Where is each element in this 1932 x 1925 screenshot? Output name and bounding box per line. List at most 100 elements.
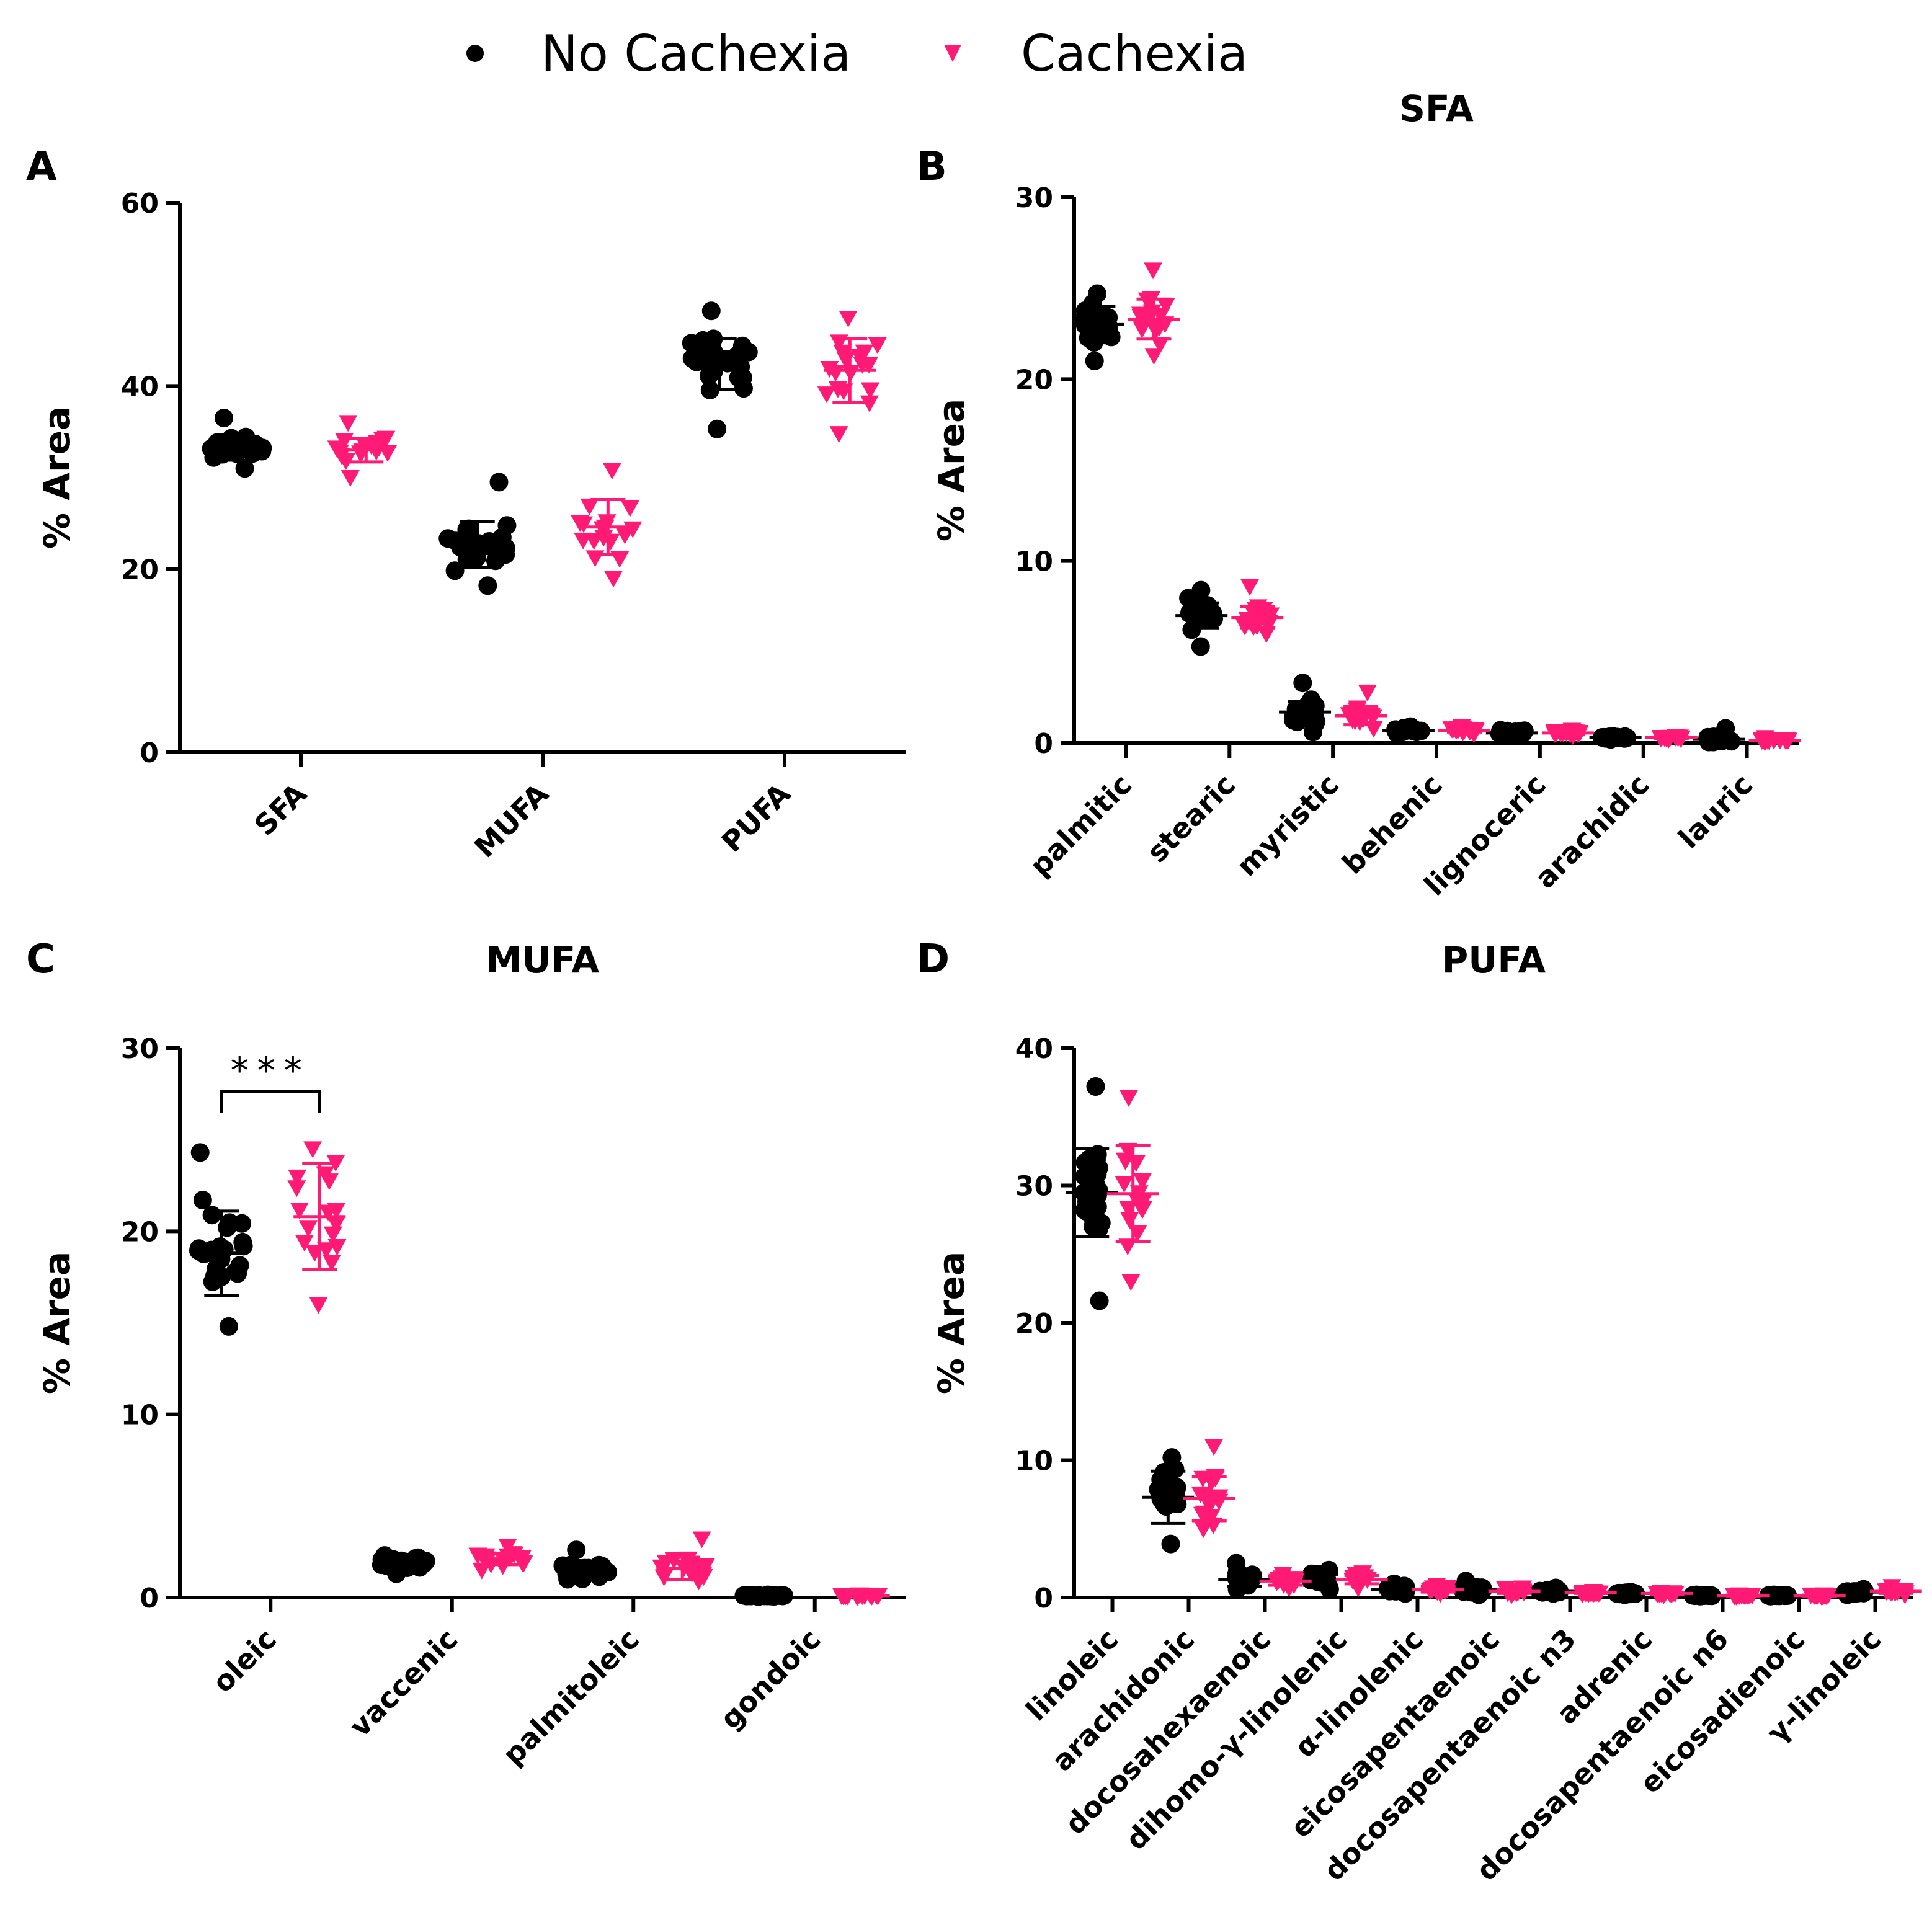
y-tick-label: 30 (121, 1033, 159, 1065)
point-cachexia-sfa (332, 448, 351, 465)
point-cachexia-mufa (615, 527, 634, 545)
point-no-cachexia-mufa (487, 540, 506, 559)
point-no-cachexia-oleic (189, 1239, 208, 1258)
point-cachexia-palmitoleic (654, 1569, 674, 1586)
point-cachexia-arachidonic (1202, 1474, 1221, 1491)
x-tick-label-sfa: SFA (248, 776, 314, 842)
point-cachexia-linoleic (1133, 1173, 1152, 1190)
x-tick-label-palmitoleic: palmitoleic (496, 1622, 646, 1772)
point-no-cachexia-pufa (728, 346, 747, 365)
y-tick-label: 0 (140, 737, 159, 769)
y-axis-label: % Area (930, 1251, 973, 1394)
point-no-cachexia-arachidonic (1160, 1475, 1179, 1495)
point-cachexia-linoleic (1130, 1194, 1149, 1212)
point-cachexia-oleic (288, 1169, 307, 1186)
x-tick-label-lauric: lauric (1672, 768, 1759, 855)
point-cachexia-palmitic (1144, 262, 1163, 280)
x-tick-label-stearic: stearic (1140, 768, 1242, 869)
point-no-cachexia-oleic (193, 1191, 212, 1210)
point-cachexia-pufa (829, 426, 848, 443)
point-cachexia-mufa (571, 515, 590, 532)
x-tick-label-vaccenic: vaccenic (343, 1622, 465, 1744)
point-no-cachexia-pufa (708, 419, 727, 438)
y-tick-label: 30 (1015, 1171, 1053, 1203)
point-cachexia-palmitic (1156, 298, 1175, 315)
point-cachexia-arachidonic (1204, 1439, 1224, 1456)
point-cachexia-oleic (287, 1180, 306, 1198)
y-tick-label: 20 (121, 554, 159, 586)
point-cachexia-oleic (295, 1235, 314, 1252)
point-no-cachexia-linoleic (1086, 1077, 1105, 1096)
y-tick-label: 30 (1015, 182, 1053, 214)
y-tick-label: 10 (1015, 546, 1053, 578)
point-cachexia-oleic (323, 1226, 342, 1243)
point-cachexia-linoleic (1121, 1274, 1141, 1291)
y-tick-label: 10 (1015, 1446, 1053, 1477)
point-cachexia-oleic (309, 1297, 328, 1314)
panel-letter-a: A (26, 144, 57, 190)
panel-letter-d: D (917, 936, 950, 982)
point-cachexia-pufa (839, 311, 858, 328)
point-cachexia-mufa (574, 532, 593, 549)
point-cachexia-linoleic (1115, 1176, 1134, 1193)
legend-marker-no-cachexia (466, 45, 484, 62)
panel-a: 0 20 40 60 % Area SFA MUFA PUFA (36, 188, 906, 864)
point-cachexia-palmitoleic (692, 1531, 711, 1549)
point-cachexia-pufa (855, 344, 874, 362)
significance-bracket (220, 1090, 321, 1113)
legend-marker-cachexia (944, 45, 961, 62)
x-tick-label-pufa: PUFA (715, 776, 797, 858)
point-cachexia-oleic (326, 1216, 345, 1234)
point-no-cachexia-mufa (478, 576, 497, 595)
point-cachexia-mufa (602, 463, 621, 480)
y-tick-label: 40 (1015, 1033, 1053, 1065)
point-no-cachexia-oleic (220, 1213, 239, 1232)
point-no-cachexia-oleic (203, 1272, 222, 1291)
point-cachexia-oleic (319, 1204, 338, 1222)
point-no-cachexia-palmitoleic (567, 1540, 586, 1560)
point-cachexia-sfa (341, 470, 360, 487)
x-tick-label-myristic: myristic (1230, 768, 1345, 883)
y-tick-label: 0 (1034, 1583, 1053, 1614)
point-no-cachexia-linoleic (1079, 1150, 1098, 1169)
y-tick-label: 0 (1034, 728, 1053, 760)
point-no-cachexia-oleic (190, 1143, 210, 1162)
significance-label: *** (231, 1049, 311, 1091)
point-no-cachexia-palmitic (1082, 322, 1101, 341)
point-no-cachexia-arachidonic (1161, 1534, 1180, 1554)
y-axis-label: % Area (36, 406, 78, 549)
point-no-cachexia-oleic (230, 1256, 249, 1275)
panel-c: 0 10 20 30 % Area MUFA oleic vaccenic palmitolei… (36, 939, 906, 1772)
point-no-cachexia-myristic (1293, 674, 1312, 693)
point-cachexia-pufa (817, 386, 836, 404)
point-cachexia-mufa (585, 550, 605, 567)
point-cachexia-oleic (322, 1255, 341, 1272)
point-cachexia-palmitic (1133, 321, 1152, 339)
point-no-cachexia-linoleic (1080, 1204, 1099, 1223)
x-tick-label-palmitic: palmitic (1023, 768, 1139, 883)
point-cachexia-oleic (290, 1203, 309, 1220)
legend: No Cachexia Cachexia (466, 25, 1248, 82)
legend-label-cachexia: Cachexia (1021, 25, 1248, 82)
x-tick-label-oleic: oleic (206, 1622, 283, 1699)
point-no-cachexia-pufa (705, 344, 724, 363)
point-no-cachexia-oleic (233, 1232, 252, 1251)
point-cachexia-mufa (601, 533, 620, 551)
point-cachexia-mufa (603, 571, 623, 588)
point-cachexia-sfa (378, 445, 397, 462)
y-tick-label: 20 (1015, 1308, 1053, 1340)
y-tick-label: 0 (140, 1583, 159, 1614)
chart-title: SFA (1399, 87, 1474, 130)
point-no-cachexia-pufa (701, 301, 721, 321)
point-cachexia-pufa (860, 395, 879, 412)
point-cachexia-pufa (868, 337, 887, 355)
point-no-cachexia-linoleic (1090, 1291, 1109, 1310)
point-cachexia-linoleic (1116, 1152, 1135, 1170)
y-tick-label: 60 (121, 188, 159, 220)
point-cachexia-sfa (373, 432, 392, 449)
y-tick-label: 40 (121, 371, 159, 402)
point-cachexia-oleic (303, 1141, 323, 1158)
point-no-cachexia-sfa (230, 435, 249, 455)
